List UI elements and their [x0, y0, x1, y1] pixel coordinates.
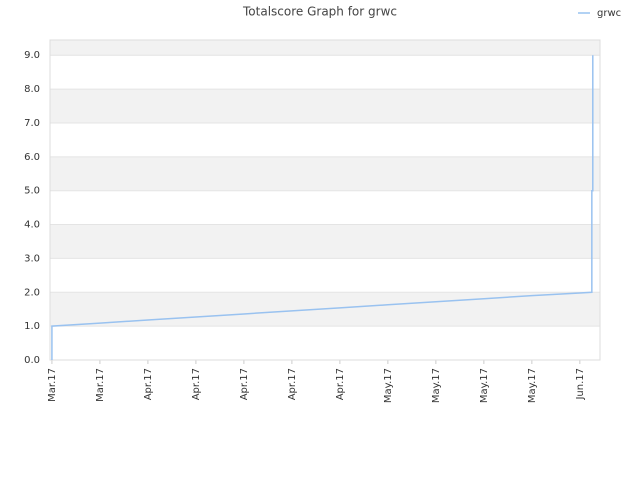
x-tick-label: May.17 — [527, 368, 538, 403]
y-tick-label: 7.0 — [24, 118, 40, 129]
grid-band — [50, 89, 600, 123]
x-tick-label: May.17 — [431, 368, 442, 403]
x-tick-label: May.17 — [383, 368, 394, 403]
x-tick-label: Mar.17 — [95, 368, 106, 402]
x-tick-label: Apr.17 — [191, 368, 202, 400]
y-tick-label: 2.0 — [24, 287, 40, 298]
chart-title: Totalscore Graph for grwc — [242, 5, 397, 19]
x-tick-label: Apr.17 — [239, 368, 250, 400]
x-tick-label: Apr.17 — [335, 368, 346, 400]
x-tick-label: Mar.17 — [47, 368, 58, 402]
x-tick-label: Apr.17 — [143, 368, 154, 400]
y-tick-label: 0.0 — [24, 355, 40, 366]
y-tick-label: 8.0 — [24, 84, 40, 95]
data-line — [51, 55, 594, 360]
y-tick-label: 3.0 — [24, 253, 40, 264]
grid-band — [50, 224, 600, 259]
plot-border — [49, 39, 601, 361]
y-tick-label: 5.0 — [24, 186, 40, 197]
y-tick-label: 4.0 — [24, 220, 40, 231]
y-tick-label: 1.0 — [24, 321, 40, 332]
x-tick-label: Jun.17 — [575, 368, 586, 401]
grid-band — [50, 156, 600, 191]
grid-band — [50, 40, 600, 56]
y-tick-label: 6.0 — [24, 152, 40, 163]
y-tick-label: 9.0 — [24, 50, 40, 61]
legend-label: grwc — [597, 8, 621, 19]
x-tick-label: May.17 — [479, 368, 490, 403]
x-tick-label: Apr.17 — [287, 368, 298, 400]
